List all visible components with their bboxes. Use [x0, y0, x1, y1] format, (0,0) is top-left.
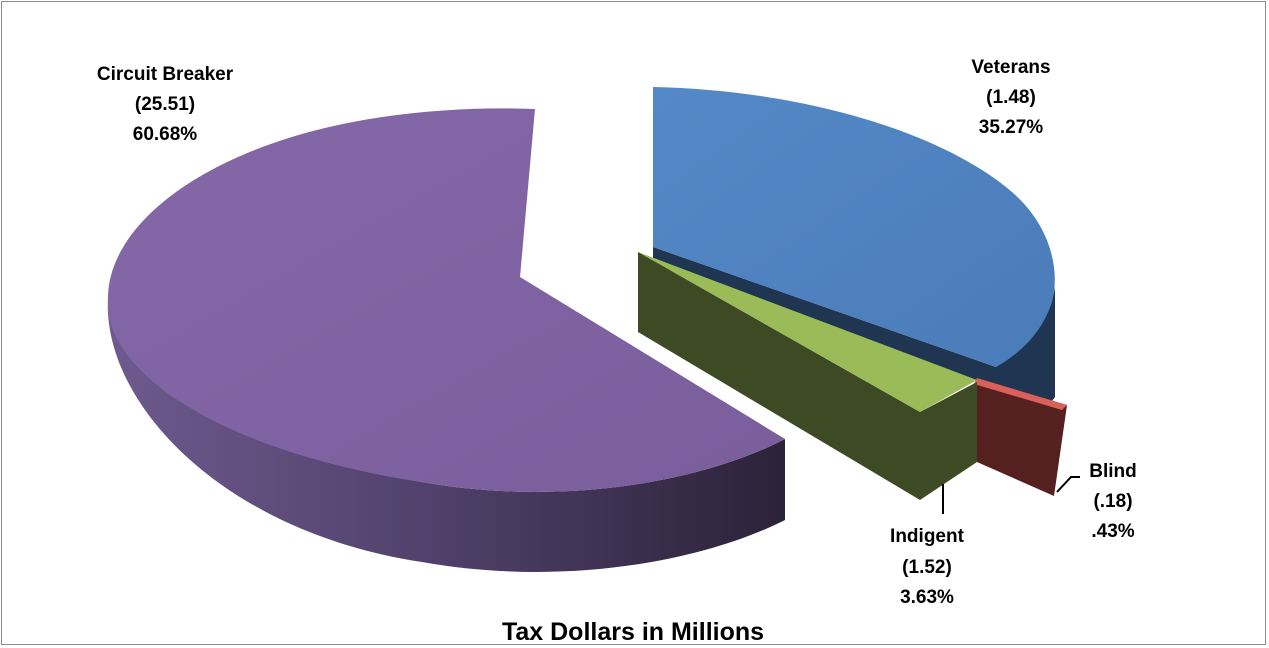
slice-blind-side [977, 378, 1067, 496]
label-circuit-breaker-name: Circuit Breaker [97, 64, 234, 85]
slice-circuit-breaker [107, 108, 785, 572]
label-indigent-name: Indigent [890, 526, 965, 547]
slice-veterans-top [653, 87, 1055, 367]
slice-veterans [653, 87, 1055, 405]
label-circuit-breaker-value: (25.51) [135, 94, 195, 115]
label-blind-name: Blind [1089, 461, 1137, 482]
leader-line-blind [1056, 476, 1080, 493]
label-blind-value: (.18) [1093, 491, 1132, 512]
label-veterans-name: Veterans [971, 57, 1050, 78]
slice-indigent-side [638, 252, 977, 500]
label-indigent-percent: 3.63% [900, 587, 954, 608]
slice-blind-top [974, 378, 1067, 410]
slice-indigent [638, 252, 977, 500]
label-veterans-percent: 35.27% [979, 117, 1044, 138]
slice-circuit-breaker-top [107, 108, 785, 492]
slice-indigent-top [638, 252, 977, 412]
label-blind-percent: .43% [1091, 521, 1134, 542]
label-veterans-value: (1.48) [986, 87, 1036, 108]
label-circuit-breaker-percent: 60.68% [133, 124, 198, 145]
label-indigent-value: (1.52) [902, 557, 952, 578]
slice-circuit-breaker-side [107, 298, 785, 572]
slice-veterans-side [653, 247, 1055, 405]
slice-blind [974, 378, 1067, 496]
chart-title: Tax Dollars in Millions [502, 618, 764, 646]
